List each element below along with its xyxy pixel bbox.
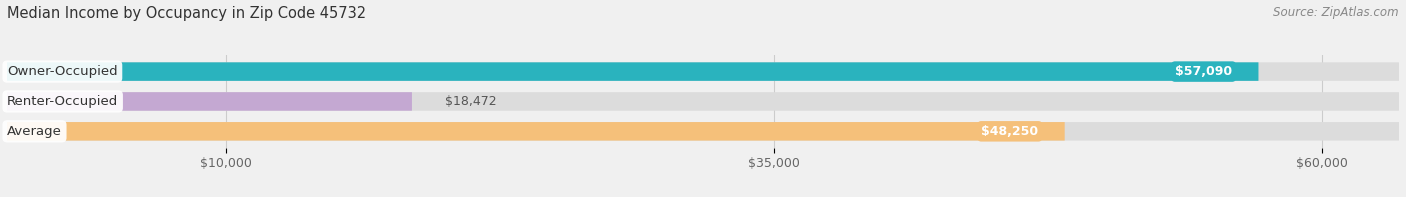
Text: Average: Average bbox=[7, 125, 62, 138]
Text: $18,472: $18,472 bbox=[444, 95, 496, 108]
Text: $48,250: $48,250 bbox=[981, 125, 1039, 138]
Text: $57,090: $57,090 bbox=[1175, 65, 1232, 78]
FancyBboxPatch shape bbox=[7, 92, 1399, 111]
FancyBboxPatch shape bbox=[7, 62, 1399, 81]
FancyBboxPatch shape bbox=[7, 92, 412, 111]
Text: Median Income by Occupancy in Zip Code 45732: Median Income by Occupancy in Zip Code 4… bbox=[7, 6, 366, 21]
Text: Owner-Occupied: Owner-Occupied bbox=[7, 65, 118, 78]
Text: Renter-Occupied: Renter-Occupied bbox=[7, 95, 118, 108]
Text: Source: ZipAtlas.com: Source: ZipAtlas.com bbox=[1274, 6, 1399, 19]
FancyBboxPatch shape bbox=[7, 62, 1258, 81]
FancyBboxPatch shape bbox=[7, 122, 1064, 141]
FancyBboxPatch shape bbox=[7, 122, 1399, 141]
